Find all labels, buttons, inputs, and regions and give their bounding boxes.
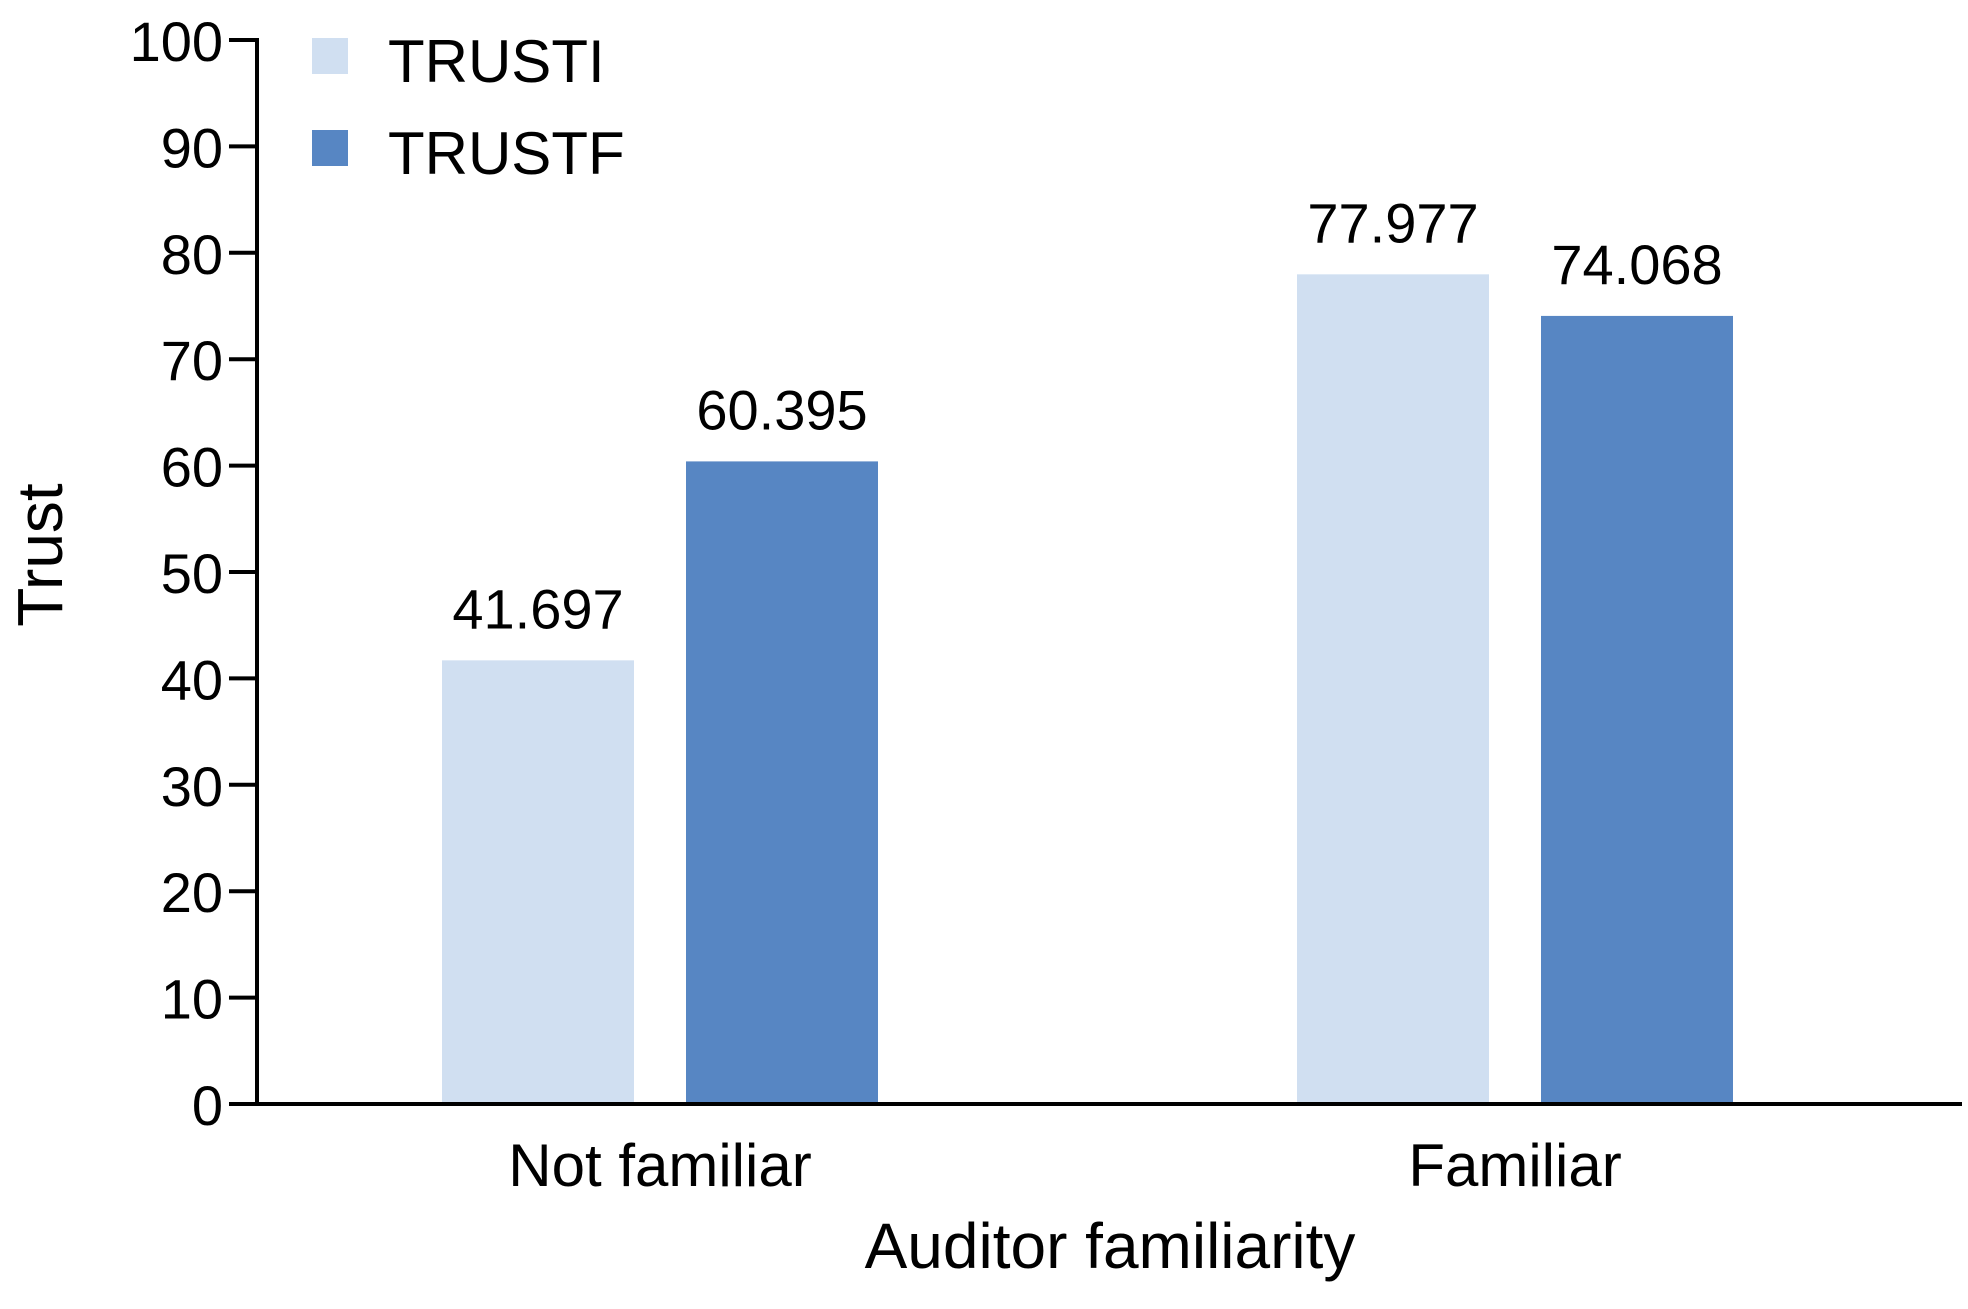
bar-value-label: 74.068 [1551,233,1722,296]
legend-label: TRUSTF [388,120,625,187]
bar-value-labels: 41.697 60.395 77.977 74.068 [452,191,1722,640]
legend-swatch-trusti [312,38,348,74]
bar-trustf [1541,315,1733,1104]
y-tick-label: 90 [161,116,223,179]
x-tick-label: Not familiar [508,1132,811,1199]
bar-trustf [686,461,878,1104]
y-axis-ticks: 0 10 20 30 40 50 60 70 80 90 100 [130,10,257,1137]
bars [442,274,1733,1104]
legend-label: TRUSTI [388,28,605,95]
legend: TRUSTI TRUSTF [312,28,625,187]
y-tick-label: 100 [130,10,223,73]
y-tick-label: 70 [161,329,223,392]
y-tick-label: 40 [161,648,223,711]
y-tick-label: 10 [161,968,223,1031]
x-axis-tick-labels: Not familiar Familiar [508,1132,1621,1199]
bar-value-label: 41.697 [452,577,623,640]
y-tick-label: 0 [192,1074,223,1137]
x-axis-label: Auditor familiarity [865,1210,1356,1282]
y-axis-label: Trust [4,483,76,627]
bar-value-label: 77.977 [1307,191,1478,254]
y-tick-label: 20 [161,861,223,924]
y-tick-label: 80 [161,223,223,286]
y-tick-label: 50 [161,542,223,605]
bar-trusti [442,660,634,1104]
legend-swatch-trustf [312,130,348,166]
y-tick-label: 60 [161,436,223,499]
x-tick-label: Familiar [1408,1132,1621,1199]
bar-trusti [1297,274,1489,1104]
bar-value-label: 60.395 [696,378,867,441]
y-tick-label: 30 [161,755,223,818]
